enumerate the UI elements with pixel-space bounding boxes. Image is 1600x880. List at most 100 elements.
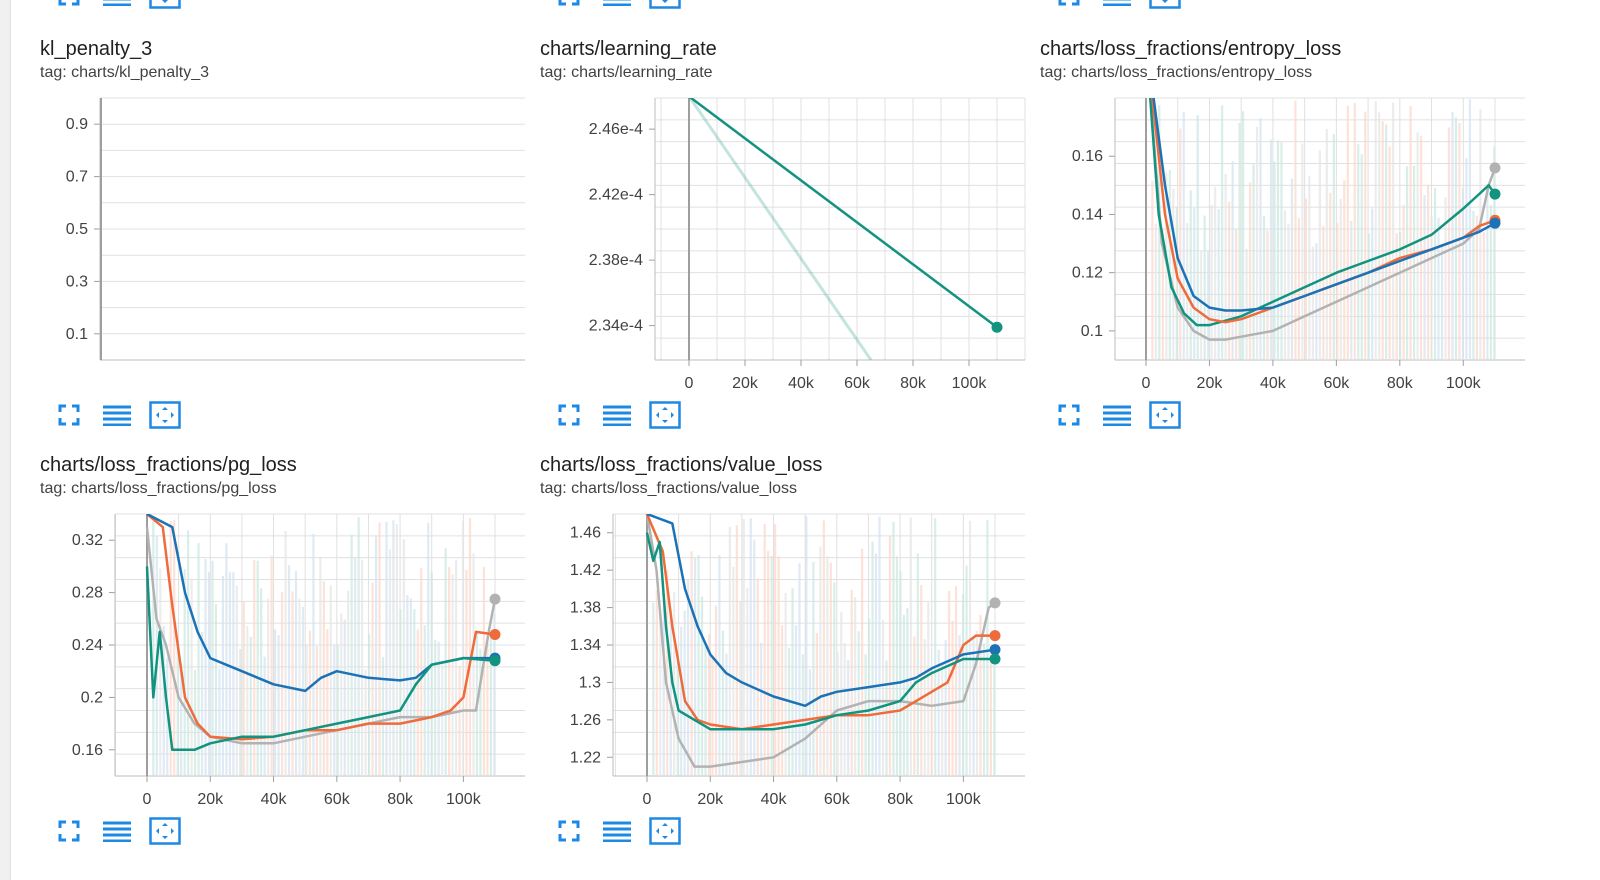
fit-to-data-icon [149, 0, 181, 9]
card-tag: tag: charts/loss_fractions/value_loss [540, 480, 798, 497]
fit-domain-button[interactable] [148, 814, 182, 848]
series-end-point [989, 653, 1001, 665]
card-title: charts/loss_fractions/value_loss [540, 454, 823, 476]
fullscreen-button[interactable] [52, 398, 86, 432]
fit-domain-button[interactable] [648, 398, 682, 432]
previous-card-toolbar [52, 0, 182, 12]
x-tick-label: 40k [261, 791, 288, 806]
x-tick-label: 60k [324, 791, 351, 806]
fullscreen-button[interactable] [552, 814, 586, 848]
previous-card-toolbar [552, 0, 682, 12]
fullscreen-button[interactable] [552, 398, 586, 432]
fit-domain-button[interactable] [1148, 0, 1182, 12]
y-tick-label: 1.46 [570, 525, 601, 542]
x-tick-label: 80k [1387, 375, 1414, 390]
fullscreen-button[interactable] [1052, 398, 1086, 432]
series-end-point [1489, 217, 1501, 229]
series-line [646, 514, 996, 708]
series-end-point [989, 644, 1001, 656]
data-table-button[interactable] [100, 814, 134, 848]
fullscreen-icon [558, 820, 580, 842]
y-tick-label: 0.24 [72, 637, 103, 654]
y-tick-label: 0.1 [1081, 323, 1103, 340]
series-end-point [489, 629, 501, 641]
fit-domain-button[interactable] [148, 0, 182, 12]
data-table-button[interactable] [1100, 398, 1134, 432]
series-line [645, 514, 996, 768]
chart-plot[interactable]: 1.46 1.42 1.38 1.34 1.3 1.26 1.22 0 20k 40k 60k 80k… [500, 506, 1040, 806]
chart-card: charts/learning_rate tag: charts/learnin… [500, 0, 1026, 429]
y-tick-label: 2.38e-4 [589, 252, 643, 269]
series-line [145, 566, 496, 752]
x-tick-label: 80k [387, 791, 414, 806]
fit-to-data-icon [649, 817, 681, 845]
y-tick-label: 0.16 [1072, 148, 1103, 165]
series-line [645, 532, 995, 731]
series-line [146, 514, 495, 693]
fullscreen-icon [558, 404, 580, 426]
series-line [145, 526, 497, 745]
y-tick-label: 0.1 [66, 326, 88, 343]
x-tick-label: 100k [446, 791, 482, 806]
series-end-point [1489, 188, 1501, 200]
x-tick-label: 80k [900, 375, 927, 390]
chart-plot[interactable]: 0.16 0.14 0.12 0.1 0 20k 40k 60k 80k 100k [1000, 90, 1540, 390]
list-icon [603, 821, 631, 842]
x-tick-label: 100k [946, 791, 982, 806]
card-toolbar [1052, 398, 1182, 432]
series-end-point [989, 630, 1001, 642]
x-tick-label: 0 [143, 791, 152, 806]
x-tick-label: 20k [1197, 375, 1224, 390]
y-tick-label: 0.28 [72, 585, 103, 602]
card-title: charts/loss_fractions/entropy_loss [1040, 38, 1342, 60]
card-tag: tag: charts/loss_fractions/pg_loss [40, 480, 277, 497]
series-end-point [489, 655, 501, 667]
x-tick-label: 100k [1446, 375, 1482, 390]
data-table-button[interactable] [100, 398, 134, 432]
x-tick-label: 0 [685, 375, 694, 390]
chart-card: kl_penalty_3 tag: charts/kl_penalty_3 0.… [0, 0, 525, 429]
y-tick-label: 0.7 [66, 169, 88, 186]
y-tick-label: 0.12 [1072, 265, 1103, 282]
data-table-button[interactable] [600, 398, 634, 432]
chart-card: charts/loss_fractions/entropy_loss tag: … [1000, 0, 1525, 429]
x-tick-label: 20k [197, 791, 224, 806]
chart-card: charts/loss_fractions/pg_loss tag: chart… [0, 416, 525, 845]
card-toolbar [552, 398, 682, 432]
chart-plot[interactable]: 2.46e-4 2.42e-4 2.38e-4 2.34e-4 0 20k 40k 60k 80… [500, 90, 1040, 390]
card-title: kl_penalty_3 [40, 38, 153, 60]
fit-domain-button[interactable] [648, 0, 682, 12]
fit-to-data-icon [649, 401, 681, 429]
x-tick-label: 40k [761, 791, 788, 806]
chart-card: charts/loss_fractions/value_loss tag: ch… [500, 416, 1025, 845]
fit-domain-button[interactable] [1148, 398, 1182, 432]
fit-domain-button[interactable] [148, 398, 182, 432]
fullscreen-icon [1058, 404, 1080, 426]
y-tick-label: 1.42 [570, 562, 601, 579]
series-end-point [489, 593, 501, 605]
fit-domain-button[interactable] [648, 814, 682, 848]
y-tick-label: 0.16 [72, 742, 103, 759]
fullscreen-icon [58, 404, 80, 426]
fit-to-data-icon [649, 0, 681, 9]
y-tick-label: 0.5 [66, 221, 88, 238]
card-tag: tag: charts/learning_rate [540, 64, 713, 81]
y-tick-label: 1.22 [570, 749, 601, 766]
x-tick-label: 60k [1323, 375, 1350, 390]
data-table-button[interactable] [600, 814, 634, 848]
fullscreen-button[interactable] [52, 814, 86, 848]
x-tick-label: 40k [1260, 375, 1287, 390]
previous-card-toolbar [1052, 0, 1182, 12]
chart-plot[interactable]: 0.9 0.7 0.5 0.3 0.1 [0, 90, 540, 390]
card-tag: tag: charts/kl_penalty_3 [40, 64, 209, 81]
fit-to-data-icon [1149, 401, 1181, 429]
y-tick-label: 0.2 [81, 689, 103, 706]
series-line [1148, 98, 1497, 327]
chart-plot[interactable]: 0.32 0.28 0.24 0.2 0.16 0 20k 40k 60k 80k 100k [0, 506, 540, 806]
y-tick-label: 2.34e-4 [589, 318, 643, 335]
x-tick-label: 0 [1142, 375, 1151, 390]
x-tick-label: 60k [844, 375, 871, 390]
left-rail [0, 0, 11, 880]
series-line [1152, 98, 1496, 312]
y-tick-label: 2.46e-4 [589, 121, 643, 138]
